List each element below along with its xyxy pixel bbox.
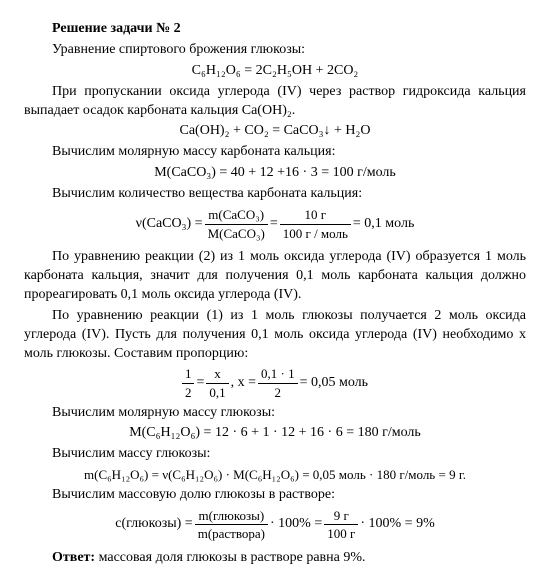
eq-right: = 0,1 моль <box>353 215 414 234</box>
denominator: 100 г <box>324 525 358 543</box>
eq-right: · 100% = 9% <box>360 515 434 534</box>
equation: C₆H₁₂O₆ = 2C₂H₅OH + 2CO₂ <box>24 62 526 81</box>
denominator: 0,1 <box>206 384 228 402</box>
numerator: 1 <box>182 365 195 384</box>
paragraph: По уравнению реакции (2) из 1 моль оксид… <box>24 248 526 305</box>
eq-mid: = <box>270 215 278 234</box>
text-line: Уравнение спиртового брожения глюкозы: <box>24 41 526 60</box>
text-line: Вычислим массу глюкозы: <box>24 445 526 464</box>
denominator: 2 <box>182 384 195 402</box>
denominator: 2 <box>258 384 298 402</box>
paragraph: При пропускании оксида углерода (IV) чер… <box>24 83 526 121</box>
answer-label: Ответ: <box>52 550 95 565</box>
text-line: Вычислим массовую долю глюкозы в раствор… <box>24 486 526 505</box>
equation-fraction: c(глюкозы) = m(глюкозы) m(раствора) · 10… <box>24 507 526 543</box>
denominator: m(раствора) <box>195 525 268 543</box>
numerator: 9 г <box>324 507 358 526</box>
fraction: 9 г 100 г <box>324 507 358 543</box>
fraction: 1 2 <box>182 365 195 401</box>
answer-text: массовая доля глюкозы в растворе равна 9… <box>95 550 365 565</box>
fraction: m(глюкозы) m(раствора) <box>195 507 268 543</box>
problem-title: Решение задачи № 2 <box>24 20 526 39</box>
fraction: m(CaCO₃) M(CaCO₃) <box>205 206 268 242</box>
paragraph: По уравнению реакции (1) из 1 моль глюко… <box>24 307 526 364</box>
equation: M(CaCO₃) = 40 + 12 +16 · 3 = 100 г/моль <box>24 164 526 183</box>
equation: Ca(OH)₂ + CO₂ = CaCO₃↓ + H₂O <box>24 122 526 141</box>
eq-left: c(глюкозы) = <box>115 515 192 534</box>
equation: M(C₆H₁₂O₆) = 12 · 6 + 1 · 12 + 16 · 6 = … <box>24 424 526 443</box>
eq-mid: , x = <box>231 374 256 393</box>
denominator: 100 г / моль <box>280 225 351 243</box>
text-line: Вычислим молярную массу глюкозы: <box>24 404 526 423</box>
numerator: 0,1 · 1 <box>258 365 298 384</box>
numerator: m(глюкозы) <box>195 507 268 526</box>
eq-mid: · 100% = <box>270 515 322 534</box>
fraction: 10 г 100 г / моль <box>280 206 351 242</box>
text-line: Вычислим количество вещества карбоната к… <box>24 185 526 204</box>
answer-line: Ответ: массовая доля глюкозы в растворе … <box>24 549 526 568</box>
eq-mid: = <box>196 374 204 393</box>
fraction: x 0,1 <box>206 365 228 401</box>
denominator: M(CaCO₃) <box>205 225 268 243</box>
eq-left: ν(CaCO₃) = <box>136 215 203 234</box>
text-line: Вычислим молярную массу карбоната кальци… <box>24 143 526 162</box>
fraction: 0,1 · 1 2 <box>258 365 298 401</box>
eq-right: = 0,05 моль <box>300 374 368 393</box>
numerator: 10 г <box>280 206 351 225</box>
equation-fraction: 1 2 = x 0,1 , x = 0,1 · 1 2 = 0,05 моль <box>24 365 526 401</box>
equation-fraction: ν(CaCO₃) = m(CaCO₃) M(CaCO₃) = 10 г 100 … <box>24 206 526 242</box>
numerator: x <box>206 365 228 384</box>
numerator: m(CaCO₃) <box>205 206 268 225</box>
equation: m(C₆H₁₂O₆) = ν(C₆H₁₂O₆) · M(C₆H₁₂O₆) = 0… <box>24 466 526 484</box>
